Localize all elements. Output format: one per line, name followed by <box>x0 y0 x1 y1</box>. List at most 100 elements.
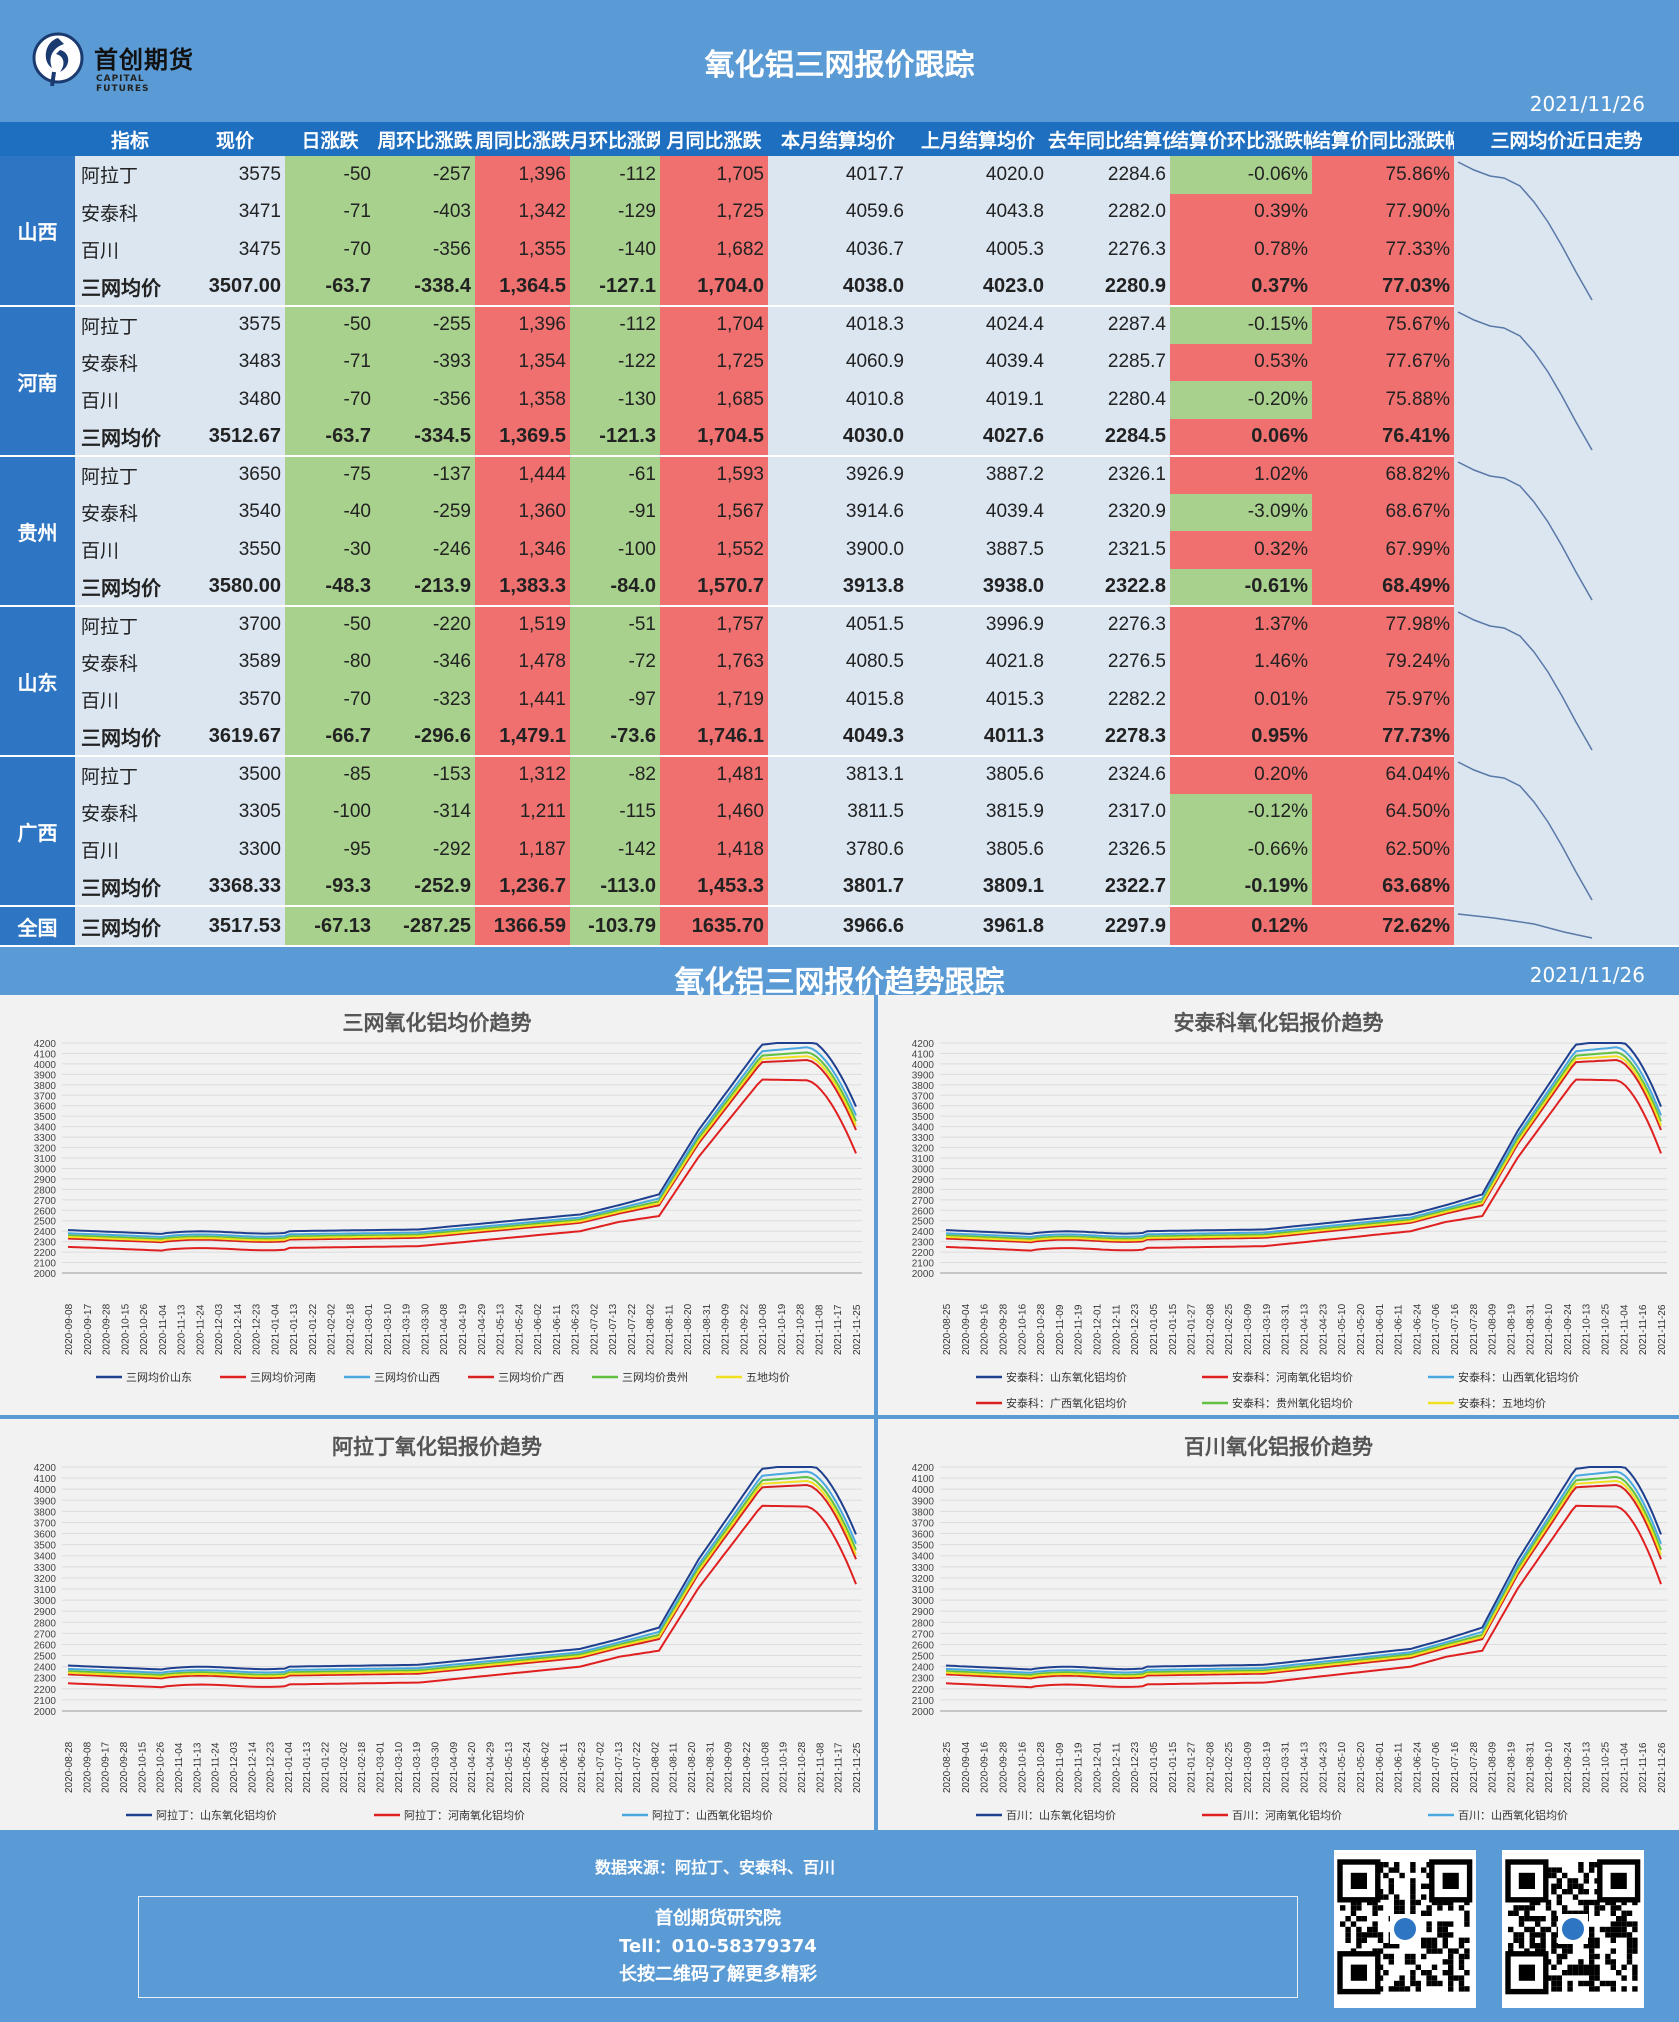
qr-module <box>1437 1921 1443 1927</box>
line-chart: 2000210022002300240025002600270028002900… <box>912 1039 1668 1410</box>
y-tick-label: 2900 <box>34 1607 57 1618</box>
y-tick-label: 3200 <box>912 1574 935 1585</box>
table-row: 三网均价 3368.33 -93.3 -252.9 1,236.7 -113.0 1,453… <box>0 868 1679 907</box>
table-cell: 1.02% <box>1170 456 1312 494</box>
x-tick-label: 2021-07-22 <box>632 1741 643 1793</box>
table-cell: 3938.0 <box>908 568 1048 607</box>
telephone: Tell：010-58379374 <box>619 1936 817 1957</box>
qr-module <box>1448 1905 1454 1911</box>
table-cell: 4038.0 <box>768 268 908 307</box>
table-cell: 1,364.5 <box>475 268 570 307</box>
qr-module <box>1458 1986 1465 1992</box>
table-cell: -73.6 <box>570 718 660 757</box>
table-cell: 64.04% <box>1312 756 1454 794</box>
qr-module <box>1410 1883 1416 1889</box>
y-tick-label: 3600 <box>912 1102 935 1113</box>
table-cell: 4039.4 <box>908 343 1048 381</box>
x-tick-label: 2021-11-08 <box>814 1304 825 1355</box>
x-tick-label: 2020-09-08 <box>82 1741 93 1793</box>
qr-module <box>1345 1916 1351 1922</box>
x-tick-label: 2020-10-26 <box>156 1741 167 1793</box>
qr-module <box>1388 1959 1394 1965</box>
qr-module <box>1367 1926 1373 1933</box>
qr-module <box>1426 1905 1432 1911</box>
qr-module <box>1589 1959 1595 1965</box>
table-cell: -30 <box>285 531 375 569</box>
qr-module <box>1426 1975 1432 1981</box>
qr-module <box>1594 1964 1600 1970</box>
qr-module <box>1410 1889 1416 1895</box>
qr-module <box>1442 1932 1448 1938</box>
qr-module <box>1431 1948 1438 1954</box>
qr-code-wechat[interactable] <box>1334 1850 1476 2008</box>
qr-module <box>1621 1910 1627 1916</box>
series-line <box>67 1479 857 1678</box>
table-cell: 77.90% <box>1312 193 1454 231</box>
table-row: 三网均价 3507.00 -63.7 -338.4 1,364.5 -127.1 1,704… <box>0 268 1679 307</box>
x-tick-label: 2021-11-26 <box>1657 1742 1668 1793</box>
qr-module <box>1616 1916 1622 1922</box>
x-tick-label: 2021-02-08 <box>1205 1741 1216 1793</box>
qr-module <box>1410 1959 1416 1965</box>
table-cell: 4039.4 <box>908 493 1048 531</box>
table-cell: 1,704 <box>660 306 768 344</box>
qr-module <box>1464 1986 1470 1992</box>
y-tick-label: 3400 <box>912 1123 935 1134</box>
table-cell: -246 <box>375 531 475 569</box>
table-cell: -323 <box>375 681 475 719</box>
qr-module <box>1383 1970 1389 1976</box>
table-cell: 0.06% <box>1170 418 1312 457</box>
table-cell: 4010.8 <box>768 381 908 419</box>
column-header: 日涨跌 <box>285 122 375 156</box>
y-tick-label: 3100 <box>912 1154 935 1165</box>
column-header: 周同比涨跌 <box>475 122 570 156</box>
chart-title: 三网氧化铝均价趋势 <box>342 1011 532 1035</box>
qr-module <box>1583 1872 1589 1879</box>
qr-module <box>1594 1905 1600 1911</box>
y-tick-label: 2200 <box>912 1248 935 1259</box>
x-tick-label: 2021-01-15 <box>1168 1741 1179 1793</box>
x-tick-label: 2021-11-04 <box>1619 1742 1630 1793</box>
legend-label: 安泰科：河南氧化铝均价 <box>1232 1370 1353 1384</box>
provider-name: 三网均价 <box>75 868 185 907</box>
qr-module <box>1551 1872 1557 1879</box>
table-cell: -63.7 <box>285 268 375 307</box>
table-cell: 4015.3 <box>908 681 1048 719</box>
qr-module <box>1388 1953 1394 1960</box>
x-tick-label: 2021-05-13 <box>496 1303 507 1355</box>
column-header: 结算价同比涨跌幅 <box>1312 122 1454 156</box>
x-tick-label: 2021-10-08 <box>758 1303 769 1355</box>
x-tick-label: 2021-03-01 <box>376 1741 387 1793</box>
qr-module <box>1589 1948 1595 1954</box>
qr-module <box>1399 1910 1405 1916</box>
qr-finder <box>1505 1951 1549 1995</box>
qr-center-logo <box>1394 1918 1416 1940</box>
x-tick-label: 2021-03-10 <box>394 1741 405 1793</box>
qr-module <box>1594 1937 1600 1943</box>
series-line <box>67 1055 857 1242</box>
sparkline-line <box>1457 161 1593 301</box>
y-tick-label: 2000 <box>34 1707 57 1718</box>
table-cell: 0.78% <box>1170 231 1312 269</box>
table-cell: 2287.4 <box>1048 306 1170 344</box>
y-tick-label: 2500 <box>912 1217 935 1228</box>
qr-finder <box>1337 1951 1381 1995</box>
table-header-row: 指标 现价 日涨跌 周环比涨跌 周同比涨跌 月环比涨跌 月同比涨跌 本月结算均价 上月结算均价去… <box>0 122 1679 156</box>
qr-module <box>1562 1953 1568 1960</box>
qr-module <box>1626 1921 1633 1927</box>
legend-label: 百川：山西氧化铝均价 <box>1458 1808 1568 1822</box>
x-tick-label: 2021-09-09 <box>721 1303 732 1355</box>
qr-code-app[interactable] <box>1502 1850 1644 2008</box>
x-tick-label: 2020-09-16 <box>980 1741 991 1793</box>
table-cell: 2322.8 <box>1048 568 1170 607</box>
table-cell: -0.19% <box>1170 868 1312 907</box>
y-tick-label: 3000 <box>912 1164 935 1175</box>
qr-module <box>1562 1872 1568 1879</box>
trend-sparkline <box>1454 756 1679 906</box>
x-tick-label: 2021-06-23 <box>571 1303 582 1355</box>
qr-module <box>1626 1948 1633 1954</box>
chart-panel-three-network: 三网氧化铝均价趋势 2000 2100 2200 2300 2400 2500 2600 270… <box>0 995 874 1415</box>
qr-module <box>1372 1905 1378 1911</box>
table-cell: 3900.0 <box>768 531 908 569</box>
qr-module <box>1540 1932 1546 1938</box>
